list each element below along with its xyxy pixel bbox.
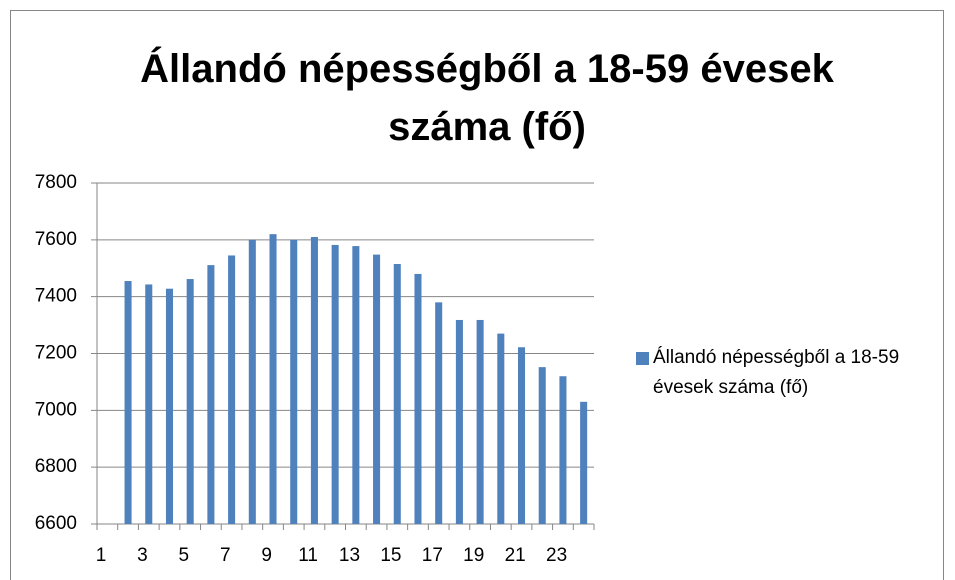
x-tick-label: 7 bbox=[220, 545, 231, 566]
bar bbox=[373, 254, 381, 525]
x-tick-label: 21 bbox=[505, 545, 526, 566]
bar bbox=[207, 265, 215, 524]
y-tick-label: 7400 bbox=[35, 286, 77, 307]
x-tick-label: 19 bbox=[463, 545, 484, 566]
bar bbox=[331, 244, 339, 524]
bar bbox=[352, 246, 360, 524]
bar bbox=[414, 273, 422, 524]
y-tick-label: 6600 bbox=[35, 513, 77, 534]
chart-frame bbox=[10, 10, 944, 580]
x-tick-label: 5 bbox=[179, 545, 190, 566]
bar bbox=[497, 333, 505, 524]
bar bbox=[124, 281, 132, 524]
x-tick-label: 13 bbox=[339, 545, 360, 566]
y-tick-label: 7000 bbox=[35, 399, 77, 420]
y-tick-label: 7200 bbox=[35, 343, 77, 364]
x-tick-label: 15 bbox=[380, 545, 401, 566]
bar bbox=[165, 288, 173, 524]
y-tick-label: 6800 bbox=[35, 456, 77, 477]
bar bbox=[455, 319, 463, 524]
x-tick-label: 17 bbox=[422, 545, 443, 566]
bar bbox=[290, 239, 298, 525]
x-tick-label: 1 bbox=[96, 545, 107, 566]
bar bbox=[580, 401, 588, 524]
bar bbox=[310, 236, 318, 524]
x-tick-label: 9 bbox=[261, 545, 272, 566]
legend: Állandó népességből a 18-59 évesek száma… bbox=[636, 343, 936, 403]
y-tick-label: 7800 bbox=[35, 172, 77, 193]
bar bbox=[476, 319, 484, 524]
bar bbox=[559, 376, 567, 524]
bar bbox=[228, 255, 236, 524]
bar bbox=[186, 279, 194, 524]
x-tick-label: 3 bbox=[137, 545, 148, 566]
y-tick-label: 7600 bbox=[35, 229, 77, 250]
bar bbox=[435, 302, 443, 524]
bar bbox=[145, 284, 153, 524]
x-tick-label: 23 bbox=[546, 545, 567, 566]
bar bbox=[248, 239, 256, 525]
bar bbox=[518, 347, 526, 524]
legend-label: Állandó népességből a 18-59 évesek száma… bbox=[653, 347, 900, 398]
bar bbox=[538, 367, 546, 524]
legend-swatch bbox=[636, 352, 649, 365]
bar bbox=[269, 234, 277, 524]
bar bbox=[393, 263, 401, 524]
chart-title: Állandó népességből a 18-59 évesek száma… bbox=[140, 47, 834, 149]
x-tick-label: 11 bbox=[298, 545, 318, 566]
